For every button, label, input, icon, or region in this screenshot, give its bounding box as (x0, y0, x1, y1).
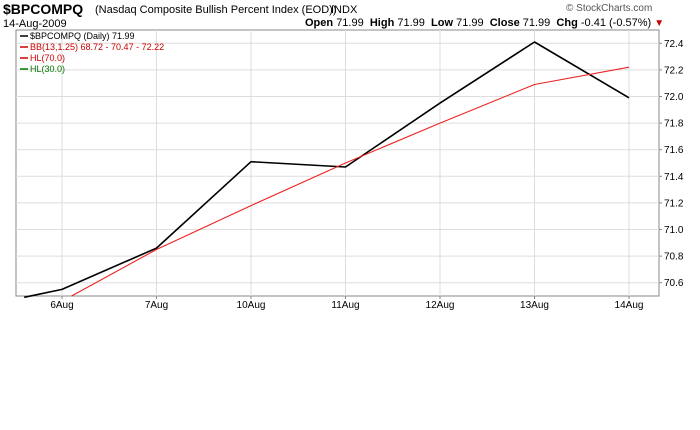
low-label: Low (431, 17, 454, 29)
legend-entry: HL(30.0) (30, 64, 65, 74)
open-label: Open (305, 17, 334, 29)
x-tick-label: 7Aug (145, 300, 168, 311)
price-series-line (24, 41, 630, 299)
legend-entry: BB(13,1.25) 68.72 - 70.47 - 72.22 (30, 42, 164, 52)
y-tick-label: 70.6 (664, 278, 684, 289)
series-lines (24, 41, 630, 299)
x-tick-label: 10Aug (237, 300, 266, 311)
high-label: High (369, 17, 395, 29)
plot-area-border (15, 29, 660, 297)
y-tick-label: 72.0 (664, 92, 684, 103)
y-tick-label: 71.0 (664, 225, 684, 236)
close-label: Close (489, 17, 520, 29)
legend-entry: $BPCOMPQ (Daily) 71.99 (30, 31, 135, 41)
legend-entry: HL(70.0) (30, 53, 65, 63)
chart-date: 14-Aug-2009 (3, 18, 67, 30)
brand-watermark: © StockCharts.com (566, 3, 653, 14)
y-tick-label: 72.2 (664, 65, 684, 76)
x-tick-label: 11Aug (331, 300, 359, 311)
y-tick-label: 71.6 (664, 145, 684, 156)
symbol-title: $BPCOMPQ (3, 1, 84, 17)
y-tick-label: 71.8 (664, 119, 684, 130)
bollinger-series-line (71, 66, 630, 297)
close-value: 71.99 (522, 17, 551, 29)
y-tick-label: 72.4 (664, 39, 684, 50)
low-value: 71.99 (456, 17, 484, 29)
y-tick-label: 71.2 (664, 198, 684, 209)
symbol-description: (Nasdaq Composite Bullish Percent Index … (95, 4, 337, 16)
quote-summary: Open 71.99 High 71.99 Low 71.99 Close 71… (305, 17, 664, 29)
x-tick-label: 14Aug (615, 300, 644, 311)
y-axis-ticks: 70.6 70.8 71.0 71.2 71.4 71.6 71.8 72.0 72.2 72.4 (659, 39, 684, 289)
x-axis-ticks: 6Aug 7Aug 10Aug 11Aug 12Aug 13Aug 14Aug (50, 296, 643, 311)
x-tick-label: 13Aug (520, 300, 549, 311)
exchange-label: INDX (331, 4, 358, 16)
y-tick-label: 71.4 (664, 172, 684, 183)
x-tick-label: 12Aug (426, 300, 455, 311)
down-arrow-icon: ▼ (654, 18, 665, 29)
x-tick-label: 6Aug (50, 300, 73, 311)
chg-value: -0.41 (-0.57%) (580, 17, 652, 29)
high-value: 71.99 (397, 17, 425, 29)
open-value: 71.99 (336, 17, 364, 29)
chg-label: Chg (556, 17, 578, 29)
y-tick-label: 70.8 (664, 252, 684, 263)
grid-lines (16, 30, 659, 296)
